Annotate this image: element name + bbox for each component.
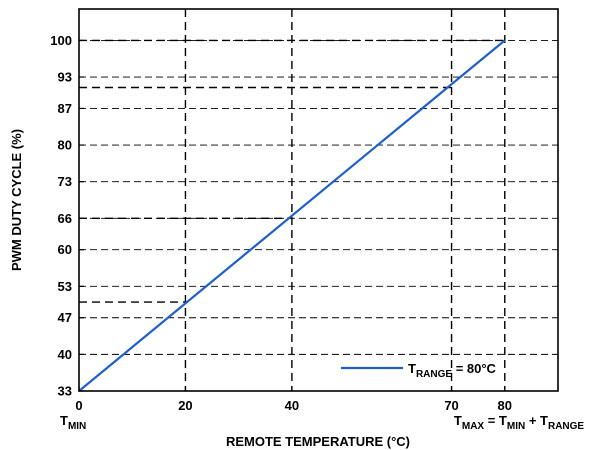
y-tick-label-66: 66: [58, 211, 72, 226]
legend-label: TRANGE = 80°C: [408, 361, 497, 380]
tmin-annotation: TMIN: [60, 413, 86, 432]
x-tick-label-40: 40: [285, 398, 299, 413]
x-tick-label-20: 20: [178, 398, 192, 413]
series-line-0: [78, 39, 506, 392]
x-axis-label: REMOTE TEMPERATURE (°C): [226, 434, 410, 449]
series-layer: [78, 39, 506, 392]
y-tick-label-33: 33: [58, 384, 72, 399]
x-tick-label-0: 0: [75, 398, 82, 413]
y-tick-label-53: 53: [58, 279, 72, 294]
guide-lines: [79, 9, 506, 391]
x-tick-label-70: 70: [444, 398, 458, 413]
y-axis-label: PWM DUTY CYCLE (%): [9, 129, 24, 271]
y-tick-label-73: 73: [58, 174, 72, 189]
y-tick-label-40: 40: [58, 347, 72, 362]
x-tick-label-80: 80: [498, 398, 512, 413]
y-tick-label-47: 47: [58, 310, 72, 325]
y-tick-label-87: 87: [58, 101, 72, 116]
y-tick-label-93: 93: [58, 70, 72, 85]
y-tick-label-100: 100: [50, 33, 72, 48]
y-tick-label-60: 60: [58, 242, 72, 257]
y-tick-label-80: 80: [58, 138, 72, 153]
tmax-annotation: TMAX = TMIN + TRANGE: [454, 413, 585, 432]
x-axis-ticks: 0 20 40 70 80: [75, 386, 512, 413]
plot-frame: [78, 8, 559, 392]
y-axis-ticks: 33 40 47 53 60 66 73 80 87 93 100: [50, 33, 84, 399]
legend: TRANGE = 80°C: [341, 361, 497, 380]
